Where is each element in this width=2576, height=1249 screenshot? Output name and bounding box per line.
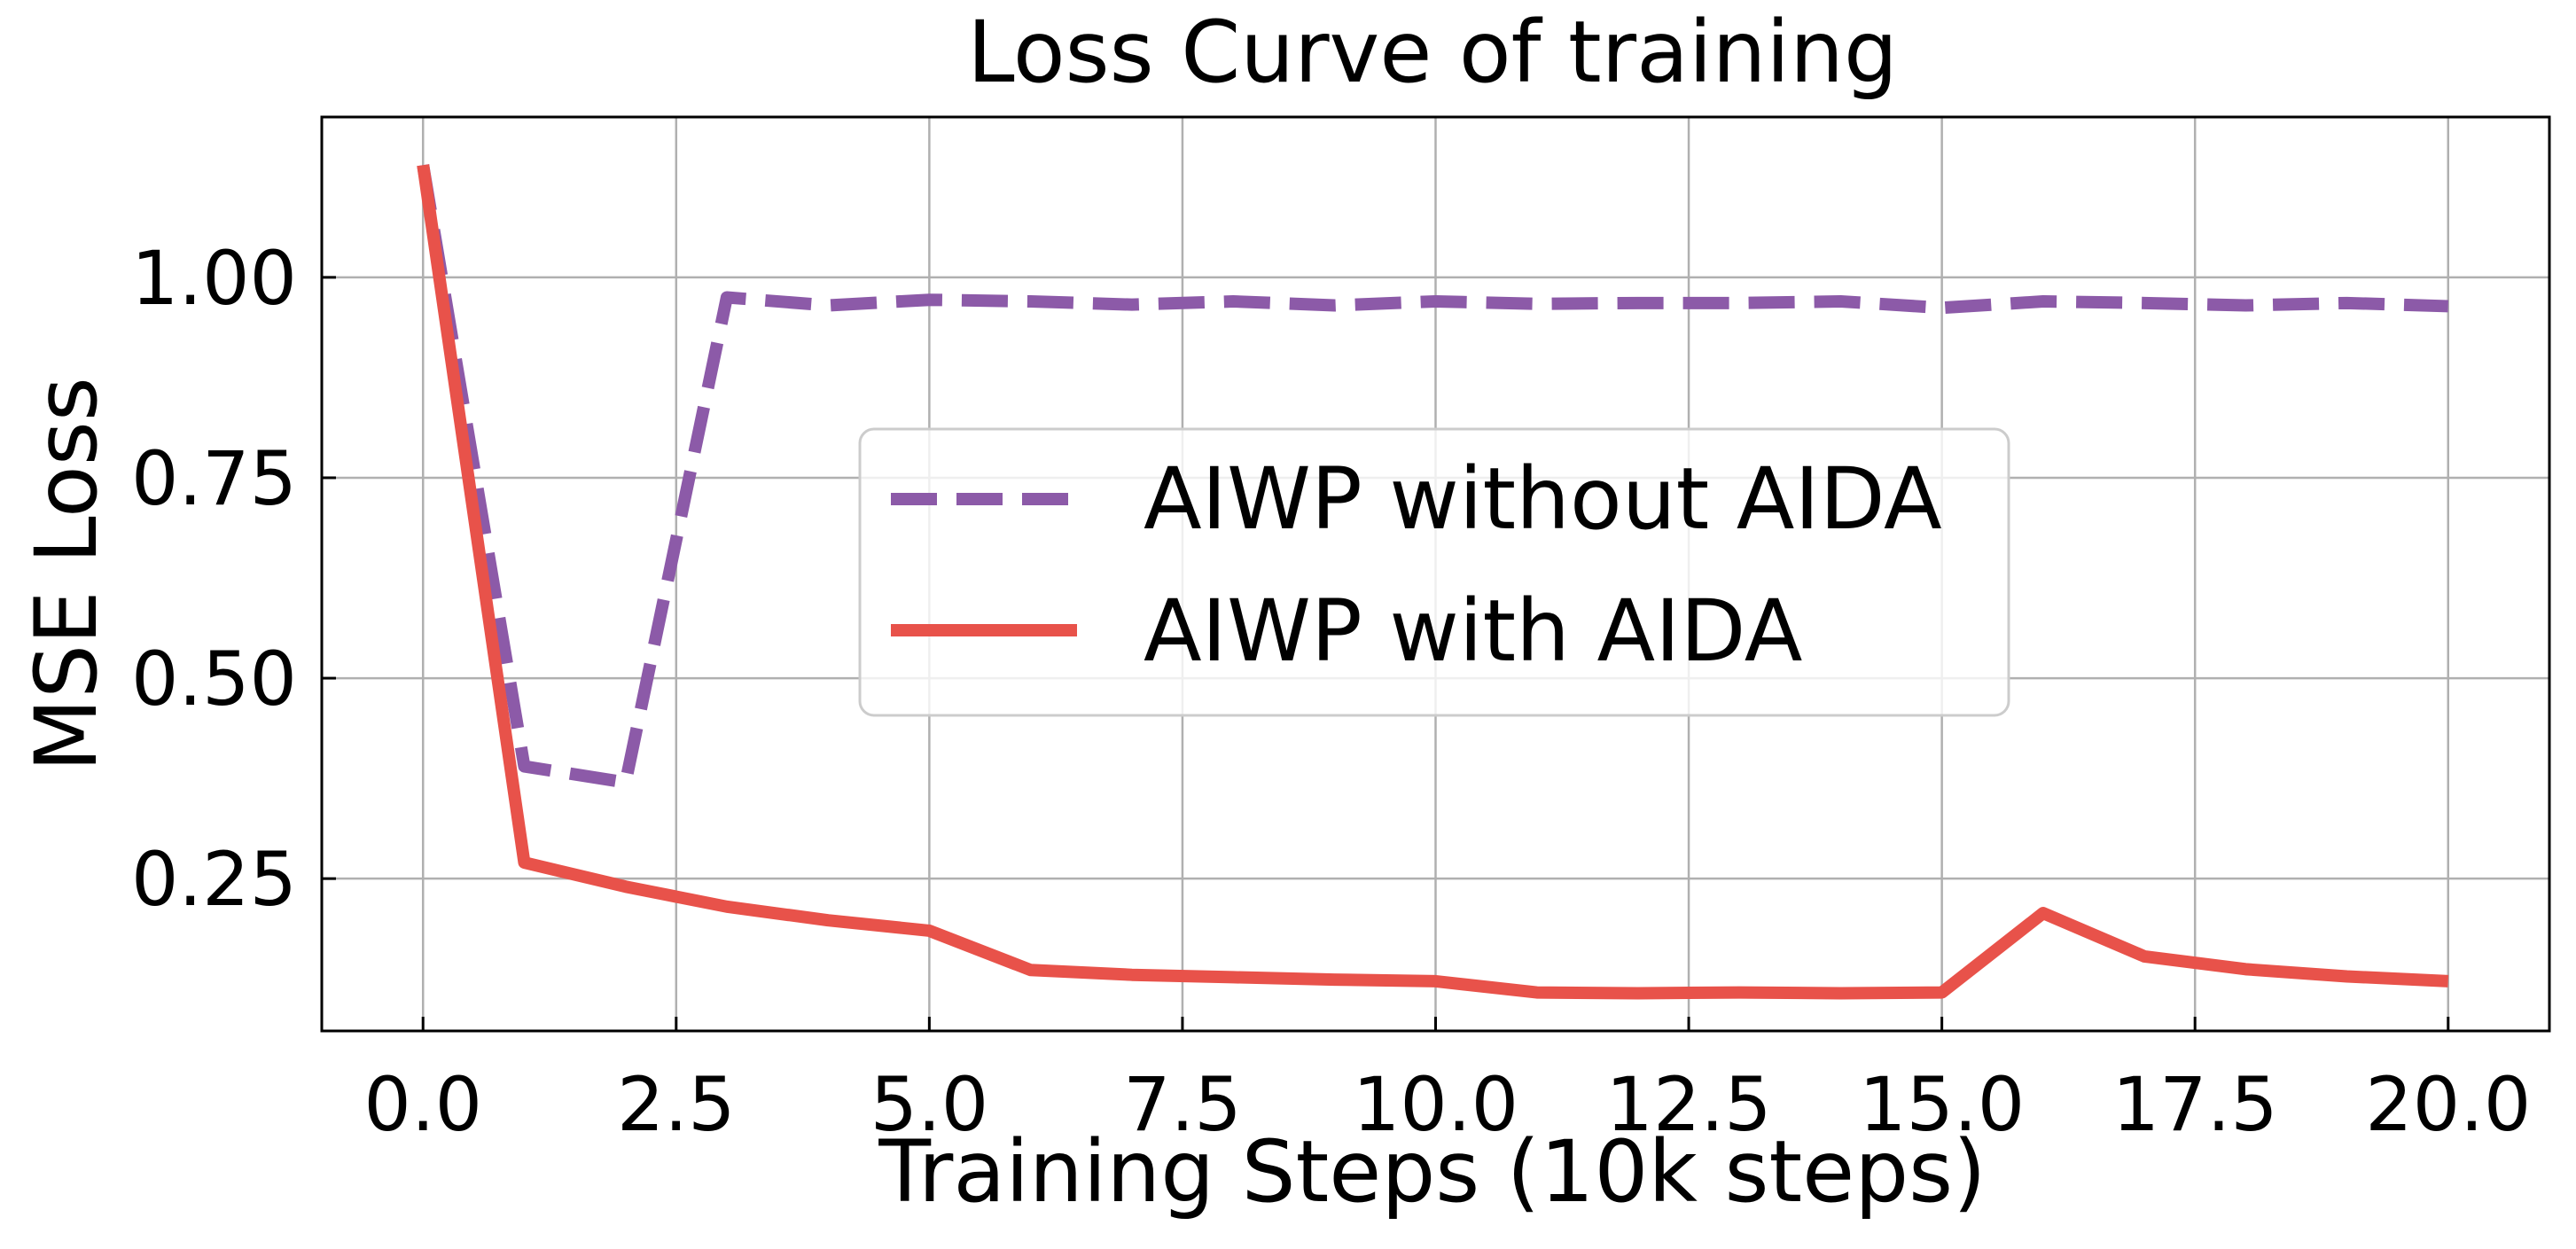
x-tick-label-7: 17.5: [2112, 1061, 2278, 1148]
x-tick-label-6: 15.0: [1859, 1061, 2025, 1148]
x-tick-label-3: 7.5: [1123, 1061, 1242, 1148]
series-line-aiwp-without-aida: [417, 164, 2448, 789]
legend-box: [858, 427, 2010, 717]
x-tick-label-0: 0.0: [363, 1061, 482, 1148]
x-tick-label-8: 20.0: [2365, 1061, 2531, 1148]
x-tick-label-4: 10.0: [1353, 1061, 1518, 1148]
series-line-aiwp-with-aida: [417, 164, 2449, 1000]
y-tick-label-2: 0.75: [131, 435, 297, 522]
legend-label-aiwp-with-aida: AIWP with AIDA: [1144, 582, 1802, 681]
x-tick-label-2: 5.0: [870, 1061, 989, 1148]
chart-title: Loss Curve of training: [967, 3, 1898, 102]
x-axis-label: Training Steps (10k steps): [878, 1122, 1986, 1222]
y-tick-label-0: 0.25: [131, 836, 297, 923]
series-lines: [417, 164, 2449, 1000]
y-tick-label-1: 0.50: [131, 636, 297, 722]
legend-label-aiwp-without-aida: AIWP without AIDA: [1144, 449, 1942, 549]
y-tick-label-3: 1.00: [131, 235, 297, 322]
y-axis-label: MSE Loss: [17, 377, 116, 772]
legend: AIWP without AIDA AIWP with AIDA: [858, 427, 2010, 717]
x-tick-label-5: 12.5: [1606, 1061, 1772, 1148]
axis-ticks: 0.0 2.5 5.0 7.5 10.0 12.5 15.0 17.5 20.0 0.25 0.50…: [131, 235, 2531, 1148]
x-tick-label-1: 2.5: [617, 1061, 736, 1148]
